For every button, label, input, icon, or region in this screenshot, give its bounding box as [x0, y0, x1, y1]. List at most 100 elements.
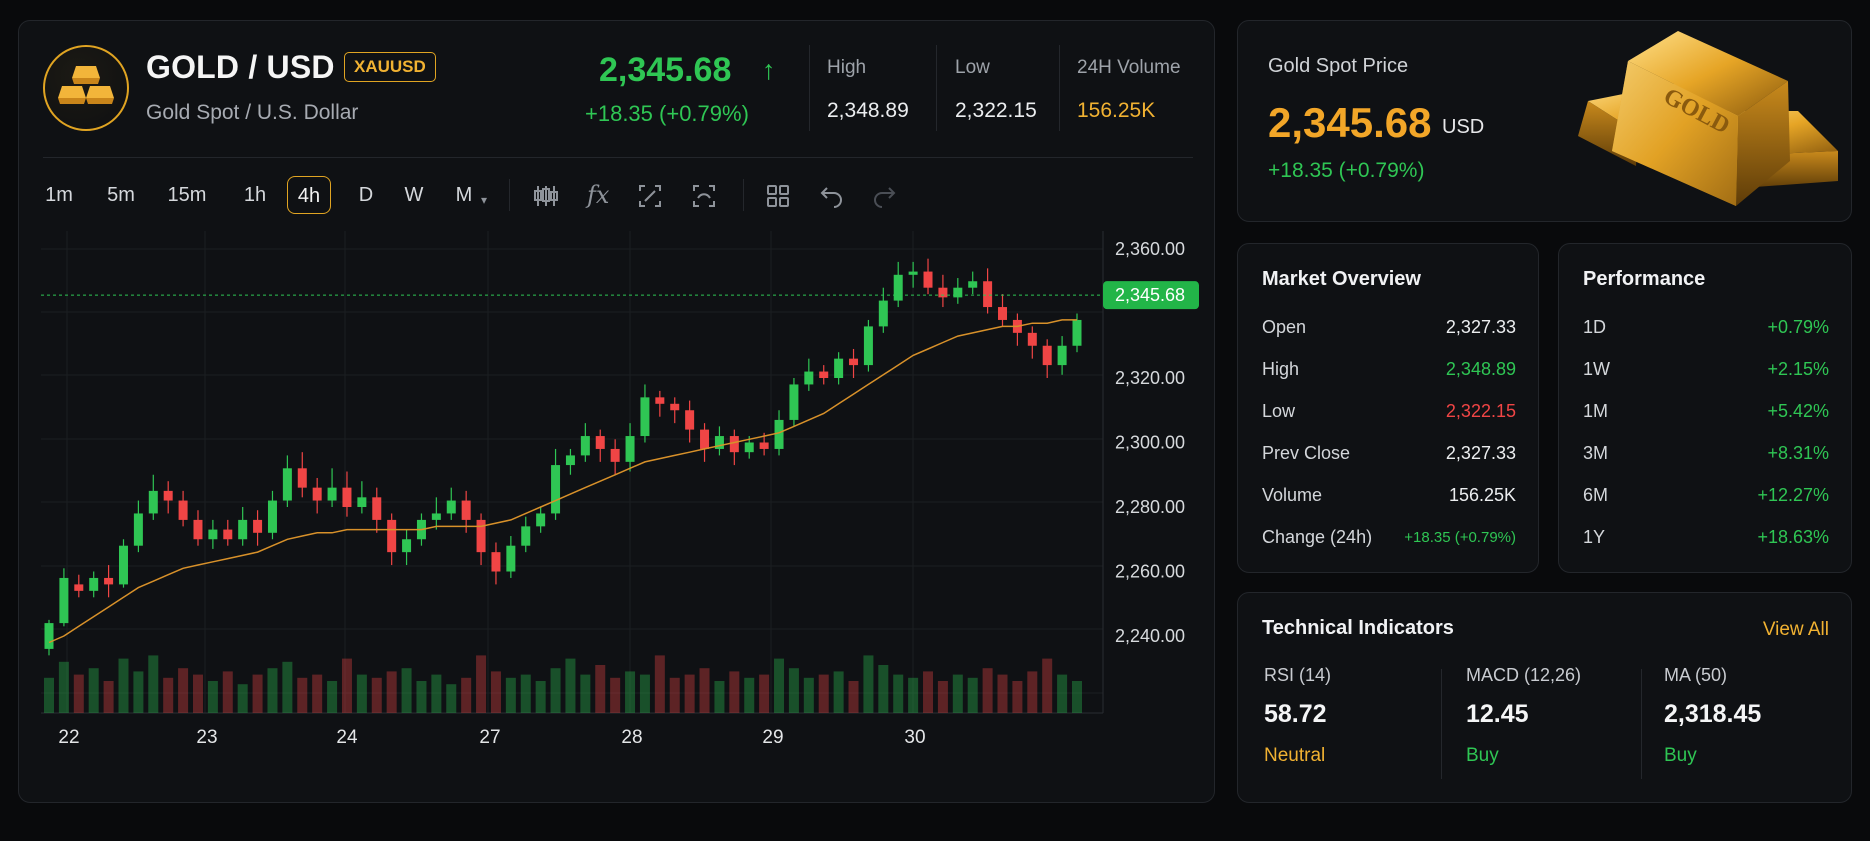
candle	[938, 287, 948, 298]
view-all-link[interactable]: View All	[1762, 619, 1829, 640]
indicator-signal: Buy	[1466, 745, 1499, 766]
volume-bar	[252, 674, 263, 713]
candle	[223, 529, 233, 540]
volume-bar	[1072, 681, 1082, 713]
candle	[372, 497, 382, 520]
undo-icon[interactable]	[819, 184, 845, 208]
candle	[148, 490, 158, 514]
performance-card: Performance 1D +0.79% 1W +2.15% 1M +5.42% 3…	[1558, 243, 1852, 573]
list-item: Prev Close 2,327.33	[1262, 442, 1516, 463]
volume-bar	[282, 661, 293, 713]
card-title: Performance	[1583, 268, 1706, 290]
spot-price-card: Gold Spot Price 2,345.68 USD +18.35 (+0.…	[1237, 20, 1852, 222]
timeframe-4h[interactable]: 4h	[287, 176, 331, 214]
candle	[595, 436, 605, 449]
candle	[893, 274, 903, 301]
volume-bar	[386, 671, 397, 713]
formula-icon[interactable]: fx	[587, 181, 610, 209]
high-value: 2,348.89	[827, 99, 909, 122]
candle	[193, 519, 203, 540]
volume-bar	[118, 658, 129, 713]
volume-bar	[952, 674, 963, 713]
volume-bar	[565, 658, 576, 713]
candle	[461, 500, 471, 520]
candle	[908, 271, 918, 275]
timeframe-m[interactable]: M	[455, 184, 473, 206]
volume-value: 156.25K	[1077, 99, 1156, 122]
layout-icon[interactable]	[765, 183, 791, 209]
volume-bar	[669, 677, 680, 713]
timeframe-d[interactable]: D	[358, 184, 374, 206]
candle	[685, 410, 695, 430]
screenshot-icon[interactable]	[691, 183, 717, 209]
indicator-macd: MACD (12,26) 12.45 Buy	[1466, 665, 1656, 767]
volume-bar	[73, 674, 84, 713]
volume-bar	[44, 677, 54, 713]
candle	[849, 358, 859, 366]
candle	[744, 442, 754, 453]
list-item: 1M +5.42%	[1583, 400, 1829, 421]
candle	[551, 465, 561, 514]
header-divider	[43, 157, 1193, 158]
gold-bars-icon	[58, 66, 114, 104]
volume-bar	[297, 677, 308, 713]
chevron-down-icon[interactable]: ▾	[481, 193, 488, 207]
candle	[878, 300, 888, 327]
gold-bars-image: GOLD	[1578, 31, 1838, 206]
indicator-signal: Neutral	[1264, 745, 1326, 766]
candle	[670, 403, 680, 411]
volume-bar	[595, 665, 606, 713]
candle	[89, 577, 99, 591]
volume-bar	[923, 671, 934, 713]
volume-bar	[371, 677, 382, 713]
market-overview-card: Market Overview Open 2,327.33 High 2,348.8…	[1237, 243, 1539, 573]
timeframe-1m[interactable]: 1m	[45, 184, 73, 206]
timeframe-5m[interactable]: 5m	[107, 184, 135, 206]
candle	[44, 623, 54, 649]
candle	[59, 577, 69, 624]
measure-icon[interactable]	[637, 183, 663, 209]
candle	[357, 497, 367, 507]
redo-icon[interactable]	[871, 184, 897, 208]
volume-bar	[178, 668, 189, 713]
candle	[729, 436, 739, 453]
x-tick-label: 24	[336, 727, 358, 748]
volume-bar	[714, 681, 725, 713]
ticker-badge: XAUUSD	[344, 52, 436, 82]
candle	[923, 271, 933, 288]
volume-bar	[237, 684, 248, 713]
indicator-value: 12.45	[1466, 700, 1529, 728]
volume-bar	[192, 674, 203, 713]
volume-bar	[848, 681, 859, 713]
candle	[834, 358, 844, 378]
volume-bar	[1027, 671, 1038, 713]
candlestick-chart[interactable]: 2,360.00 2,320.00 2,300.00 2,280.00 2,260.00…	[19, 21, 1216, 804]
candle	[297, 468, 307, 488]
y-tick-label: 2,300.00	[1115, 433, 1185, 453]
current-price-tag: 2,345.68	[1103, 281, 1199, 310]
candle	[446, 500, 456, 514]
timeframe-w[interactable]: W	[404, 184, 424, 206]
card-title: Technical Indicators	[1262, 617, 1454, 639]
candle	[819, 371, 829, 378]
volume-bar	[997, 674, 1008, 713]
indicators-icon[interactable]	[533, 183, 559, 209]
divider	[936, 45, 937, 131]
low-value: 2,322.15	[955, 99, 1037, 122]
divider	[1441, 669, 1442, 779]
x-tick-label: 29	[762, 727, 783, 748]
candle	[774, 419, 784, 449]
candle	[104, 577, 114, 585]
spot-change: +18.35 (+0.79%)	[1268, 159, 1425, 182]
arrow-up-icon: ↑	[762, 55, 776, 85]
chart-panel: GOLD / USD XAUUSD Gold Spot / U.S. Dolla…	[18, 20, 1215, 803]
indicator-value: 2,318.45	[1664, 700, 1762, 728]
indicator-signal: Buy	[1664, 745, 1697, 766]
timeframe-15m[interactable]: 15m	[167, 184, 207, 206]
candle	[655, 397, 665, 404]
volume-bar	[490, 671, 501, 713]
candle	[521, 526, 531, 546]
timeframe-1h[interactable]: 1h	[243, 184, 267, 206]
candle	[625, 436, 635, 462]
candle	[133, 513, 143, 546]
